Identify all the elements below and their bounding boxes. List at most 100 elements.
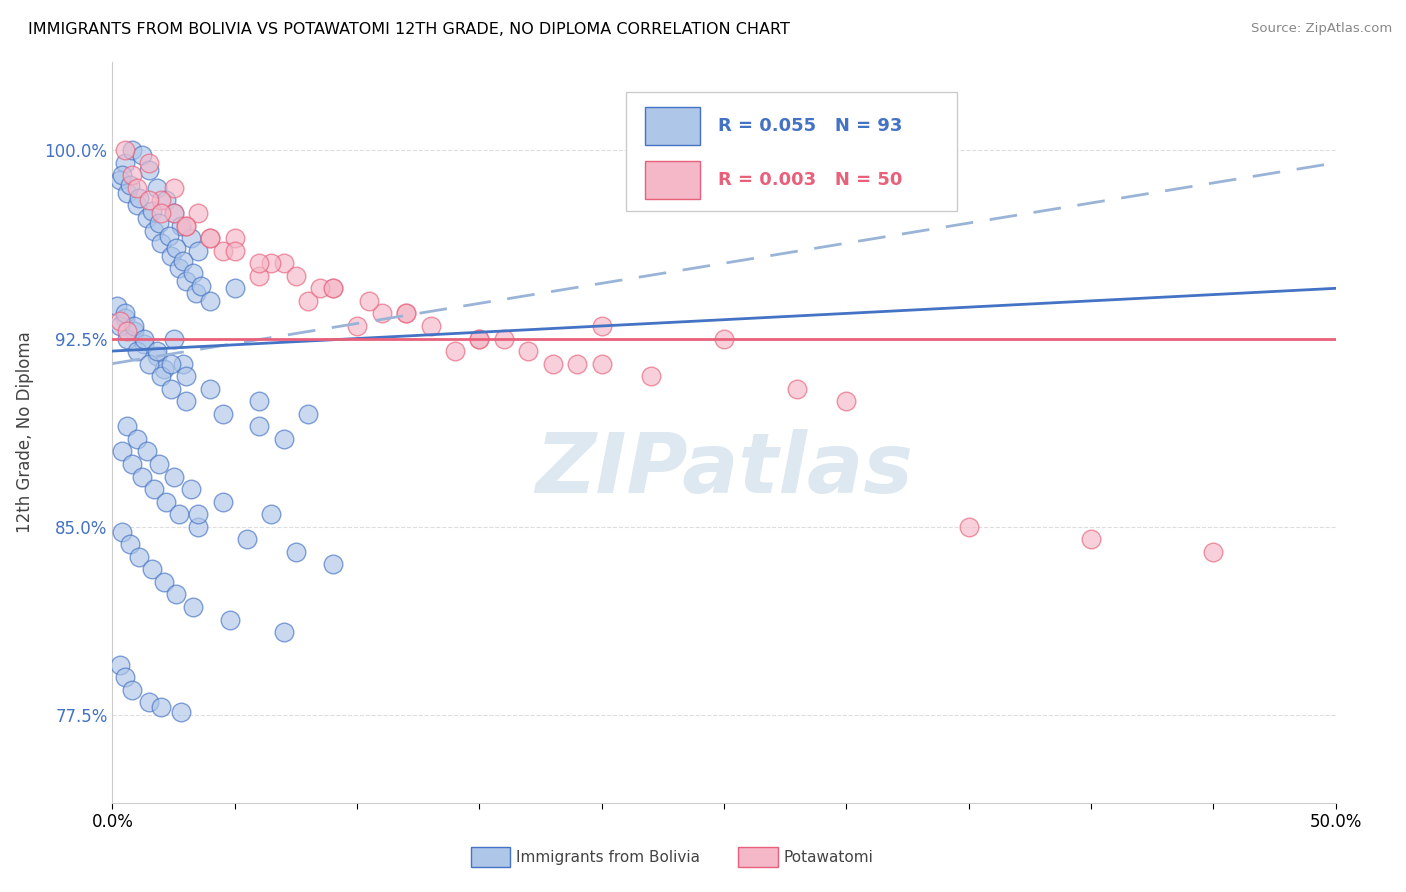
Point [273,256,295,270]
Point [187,507,209,521]
Point [121,143,143,157]
Point [138,695,160,709]
Point [260,507,283,521]
Point [260,256,283,270]
Point [167,507,190,521]
Point [134,331,156,345]
Point [273,625,295,640]
FancyBboxPatch shape [626,92,956,211]
Text: IMMIGRANTS FROM BOLIVIA VS POTAWATOMI 12TH GRADE, NO DIPLOMA CORRELATION CHART: IMMIGRANTS FROM BOLIVIA VS POTAWATOMI 12… [28,22,790,37]
Point [155,194,177,208]
Point [835,394,858,409]
Point [135,211,157,225]
Point [190,278,212,293]
Point [125,344,148,359]
Point [163,206,186,220]
Text: R = 0.055   N = 93: R = 0.055 N = 93 [718,118,903,136]
Point [163,181,186,195]
Point [114,670,136,684]
Point [125,432,148,446]
Point [284,268,308,283]
Point [105,299,128,313]
Point [200,382,222,396]
Point [160,357,183,371]
Point [160,249,183,263]
Point [591,357,613,371]
Point [468,331,491,345]
Point [118,537,141,551]
Point [1080,533,1102,547]
Point [170,706,193,720]
Point [200,231,222,245]
Point [108,657,131,672]
Point [143,482,166,496]
Point [125,198,148,212]
Point [181,266,204,280]
Point [125,181,148,195]
Point [322,281,344,295]
Point [247,419,270,434]
Point [128,191,150,205]
Point [713,331,735,345]
Point [138,163,160,178]
Point [170,219,193,233]
Point [138,357,160,371]
Point [219,613,242,627]
Point [155,494,177,508]
Point [444,344,467,359]
Point [468,331,491,345]
Point [591,318,613,333]
Point [284,545,308,559]
Point [200,231,222,245]
Point [224,281,246,295]
Point [174,219,197,233]
Point [163,331,186,345]
Point [180,482,202,496]
Point [297,293,319,308]
Point [309,281,332,295]
Point [138,156,160,170]
Point [211,494,233,508]
Text: Immigrants from Bolivia: Immigrants from Bolivia [516,850,700,864]
Point [115,331,138,345]
Point [145,181,167,195]
Point [184,286,207,301]
Point [114,156,136,170]
Point [114,143,136,157]
Point [541,357,564,371]
Point [211,407,233,421]
Point [200,293,222,308]
Point [124,318,146,333]
Point [115,419,138,434]
Point [247,256,270,270]
Point [150,369,173,384]
Point [224,231,246,245]
Point [111,444,134,458]
Point [224,244,246,258]
Point [567,357,589,371]
Point [150,236,173,251]
Point [121,169,143,183]
Point [1202,545,1225,559]
Point [160,382,183,396]
Point [167,261,190,276]
Text: R = 0.003   N = 50: R = 0.003 N = 50 [718,170,903,189]
Point [138,194,160,208]
Point [247,394,270,409]
Point [128,549,150,564]
Point [131,469,153,483]
Text: Source: ZipAtlas.com: Source: ZipAtlas.com [1251,22,1392,36]
Point [322,558,344,572]
FancyBboxPatch shape [644,161,700,199]
Point [108,318,131,333]
Point [148,457,170,471]
Point [115,324,138,338]
Point [786,382,808,396]
Text: Potawatomi: Potawatomi [783,850,873,864]
Point [135,444,157,458]
Point [273,432,295,446]
Point [118,178,141,193]
Point [359,293,381,308]
Point [180,231,202,245]
Point [395,306,418,320]
